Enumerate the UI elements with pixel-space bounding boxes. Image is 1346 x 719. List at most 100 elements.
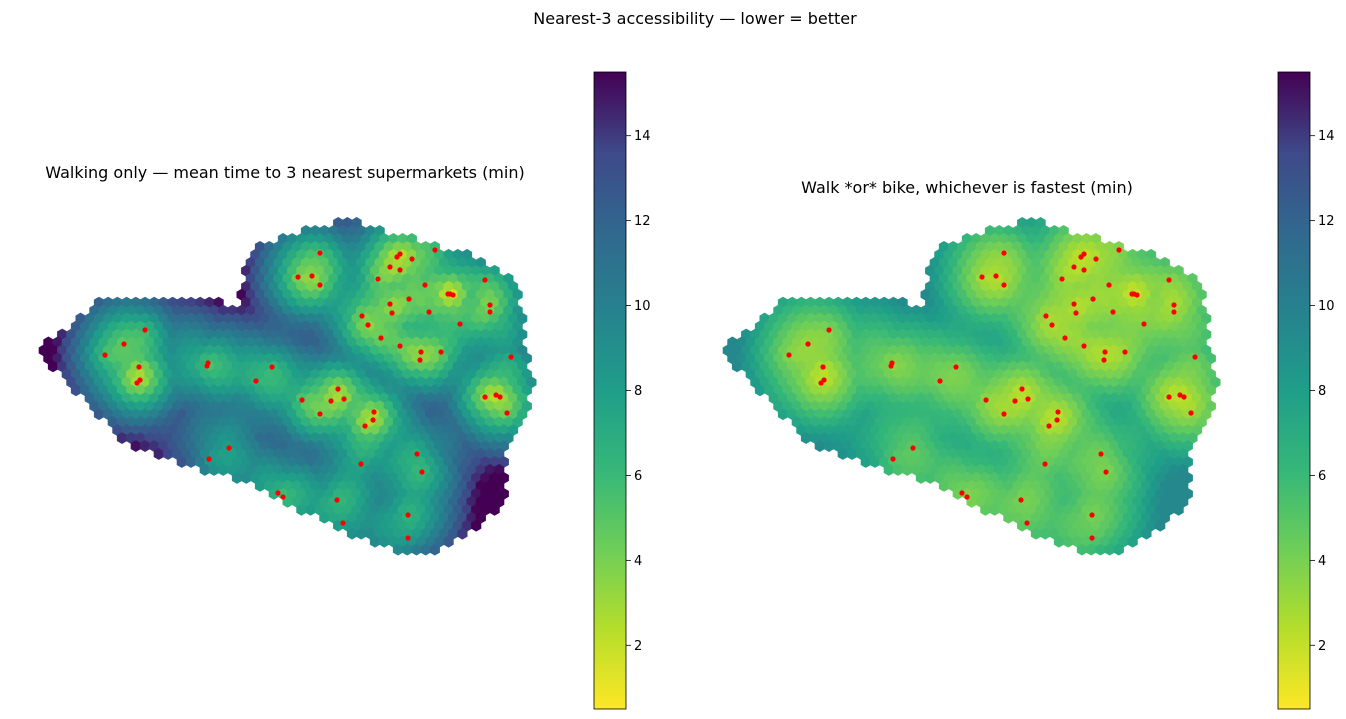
hex-cell xyxy=(126,320,137,333)
hex-cell xyxy=(777,296,789,309)
hex-cell xyxy=(1168,495,1180,508)
hex-cell xyxy=(1164,456,1175,468)
hex-cell xyxy=(222,376,233,389)
hex-cell xyxy=(851,376,862,389)
hex-cell xyxy=(897,424,908,437)
hex-cell xyxy=(461,280,473,293)
hex-cell xyxy=(961,456,973,468)
hex-cell xyxy=(1109,312,1120,325)
hex-cell xyxy=(254,288,266,301)
hex-cell xyxy=(1076,464,1088,476)
hex-cell xyxy=(480,456,491,468)
hex-cell xyxy=(443,456,454,468)
hex-cell xyxy=(438,272,450,285)
hex-cell xyxy=(1150,288,1161,301)
hex-cell xyxy=(1164,312,1175,325)
hex-cell xyxy=(305,440,316,452)
hex-cell xyxy=(227,400,238,413)
hex-cell xyxy=(842,376,853,389)
hex-cell xyxy=(897,344,908,357)
hex-cell xyxy=(402,272,413,285)
hex-cell xyxy=(1191,392,1203,405)
hex-cell xyxy=(319,479,330,492)
hex-cell xyxy=(282,432,293,444)
hex-cell xyxy=(245,288,256,301)
hex-cell xyxy=(948,352,959,365)
hex-cell xyxy=(883,432,894,444)
hex-cell xyxy=(1026,408,1037,421)
hex-cell xyxy=(929,432,940,444)
hex-cell xyxy=(1122,368,1134,381)
hex-cell xyxy=(167,312,178,325)
hex-cell xyxy=(204,424,215,437)
hex-cell xyxy=(1021,384,1032,397)
hex-cell xyxy=(507,328,519,341)
hex-cell xyxy=(1081,424,1092,437)
hex-cell xyxy=(411,527,422,540)
hex-cell xyxy=(929,288,940,301)
hex-cell xyxy=(360,232,371,245)
hex-cell xyxy=(1012,256,1023,269)
hex-cell xyxy=(494,400,505,413)
hex-cell xyxy=(1104,384,1115,397)
hex-cell xyxy=(971,440,982,452)
hex-cell xyxy=(823,392,835,405)
hex-cell xyxy=(310,416,321,429)
hex-cell xyxy=(971,487,982,500)
hex-cell xyxy=(879,424,890,437)
hex-cell xyxy=(1136,296,1147,309)
hex-cell xyxy=(975,400,986,413)
hex-cell xyxy=(153,304,164,317)
hex-cell xyxy=(402,464,413,476)
hex-cell xyxy=(287,408,298,421)
hex-cell xyxy=(1145,328,1157,341)
hex-cell xyxy=(1007,328,1019,341)
hex-cell xyxy=(43,352,54,365)
hex-cell xyxy=(1076,527,1088,540)
hex-cell xyxy=(448,320,459,333)
hex-cell xyxy=(892,304,904,317)
hex-cell xyxy=(273,304,284,317)
supermarket-point xyxy=(253,378,259,384)
hex-cell xyxy=(796,312,807,325)
hex-cell xyxy=(245,400,256,413)
hex-cell xyxy=(934,312,945,325)
hex-cell xyxy=(1090,328,1101,341)
hex-cell xyxy=(1021,304,1032,317)
hex-cell xyxy=(268,392,279,405)
hex-cell xyxy=(915,456,927,468)
hex-cell xyxy=(966,240,977,253)
hex-cell xyxy=(429,272,440,285)
hex-cell xyxy=(287,296,298,309)
hex-cell xyxy=(310,400,321,413)
hex-cell xyxy=(1136,248,1147,261)
hex-cell xyxy=(346,384,358,397)
hex-cell xyxy=(1127,328,1138,341)
hex-cell xyxy=(287,280,298,293)
hex-cell xyxy=(406,424,417,437)
hex-cell xyxy=(264,400,275,413)
hex-cell xyxy=(1178,416,1189,429)
hex-cell xyxy=(989,376,1000,389)
hex-cell xyxy=(438,304,450,317)
hex-cell xyxy=(800,304,812,317)
hex-cell xyxy=(415,424,427,437)
hex-cell xyxy=(1168,336,1180,349)
hex-cell xyxy=(379,519,390,532)
hex-cell xyxy=(273,416,284,429)
hex-cell xyxy=(300,448,312,460)
hex-cell xyxy=(374,240,385,253)
hex-cell xyxy=(1168,464,1180,476)
hex-cell xyxy=(750,376,761,389)
hex-cell xyxy=(241,424,252,437)
hex-cell xyxy=(1021,368,1032,381)
hex-cell xyxy=(1072,392,1083,405)
hex-cell xyxy=(333,217,344,229)
hex-cell xyxy=(1159,448,1170,460)
hex-cell xyxy=(374,416,385,429)
hex-cell xyxy=(277,392,289,405)
hex-cell xyxy=(112,408,123,421)
hex-cell xyxy=(851,424,862,437)
hex-cell xyxy=(471,296,482,309)
hex-cell xyxy=(342,296,353,309)
